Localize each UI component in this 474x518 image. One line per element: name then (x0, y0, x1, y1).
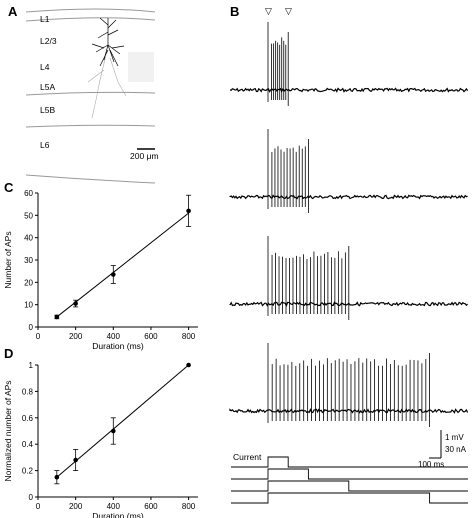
data-point (186, 208, 191, 214)
scale-na-label: 30 nA (445, 445, 467, 454)
y-tick-label: 0.8 (22, 387, 34, 396)
data-point (110, 272, 116, 277)
data-point (73, 457, 78, 463)
x-tick-label: 800 (182, 332, 196, 341)
layer-label: L6 (40, 140, 50, 150)
current-steps (231, 456, 468, 504)
y-tick-label: 0.4 (22, 440, 34, 449)
current-step (231, 468, 468, 480)
y-tick-label: 0.2 (22, 467, 34, 476)
layer-label: L5A (40, 82, 55, 92)
y-tick-label: 0.6 (22, 414, 34, 423)
pia-boundary (25, 8, 156, 13)
y-tick-label: 60 (24, 189, 33, 198)
data-point (54, 314, 60, 320)
trace-baseline (229, 194, 468, 200)
x-tick-label: 0 (36, 332, 41, 341)
x-tick-label: 0 (36, 502, 41, 511)
data-point (186, 362, 191, 368)
x-tick-label: 600 (144, 332, 158, 341)
voltage-traces (229, 22, 469, 427)
x-tick-label: 800 (182, 502, 196, 511)
panel-label-c: C (4, 180, 14, 195)
panel-label-b: B (230, 4, 239, 19)
layer-label: L5B (40, 105, 55, 115)
x-tick-label: 200 (69, 502, 83, 511)
x-tick-label: 400 (107, 332, 121, 341)
scale-mv-label: 1 mV (445, 433, 464, 442)
x-tick-label: 400 (107, 502, 121, 511)
scale-ms-label: 100 ms (418, 460, 444, 469)
current-step (231, 456, 468, 468)
axon-drawing (87, 54, 127, 119)
data-point (110, 428, 116, 434)
current-label: Current (233, 452, 262, 462)
y-tick-label: 0 (29, 323, 34, 332)
trace-baseline (229, 87, 469, 93)
y-tick-label: 0 (29, 493, 34, 502)
y-tick-label: 1 (29, 361, 34, 370)
trace-baseline (229, 408, 469, 414)
data-point (73, 301, 78, 306)
y-tick-label: 30 (24, 256, 33, 265)
l4-boundary (25, 91, 156, 96)
y-axis-label: Number of APs (3, 231, 13, 288)
layer-label: L1 (40, 14, 50, 24)
trace-baseline (229, 301, 469, 308)
x-axis-label: Duration (ms) (92, 341, 144, 351)
panel-a-slice: L1 L2/3 L4 L5A L5B L6 200 μm (25, 8, 159, 184)
current-step (231, 480, 468, 492)
l6-boundary (25, 174, 156, 184)
y-tick-label: 10 (24, 301, 33, 310)
chart-d: 0 0.2 0.4 0.6 0.8 1 0 200 400 600 800 Duration (ms)… (3, 361, 198, 518)
y-axis-label: Normalized number of APs (3, 380, 13, 481)
panel-label-d: D (4, 346, 13, 361)
layer-label: L4 (40, 62, 50, 72)
panel-label-a: A (8, 4, 18, 19)
y-tick-label: 40 (24, 234, 33, 243)
stimulus-onset-marker: ▽ (265, 6, 272, 16)
scale-bars: 1 mV 30 nA 100 ms (418, 430, 467, 469)
x-axis-label: Duration (ms) (92, 511, 144, 518)
y-tick-label: 50 (24, 211, 33, 220)
neuron-drawing (91, 17, 125, 67)
layer-label: L2/3 (40, 36, 57, 46)
fit-line (56, 364, 189, 478)
stimulus-offset-marker: ▽ (285, 6, 292, 16)
x-tick-label: 200 (69, 332, 83, 341)
fit-line (56, 212, 189, 318)
l5a-boundary (25, 124, 156, 128)
l1-boundary (25, 17, 156, 22)
x-tick-label: 600 (144, 502, 158, 511)
y-tick-label: 20 (24, 278, 33, 287)
current-step (231, 492, 468, 504)
barrel-shade (128, 52, 154, 82)
scalebar-label: 200 μm (130, 151, 159, 161)
data-point (54, 474, 60, 480)
